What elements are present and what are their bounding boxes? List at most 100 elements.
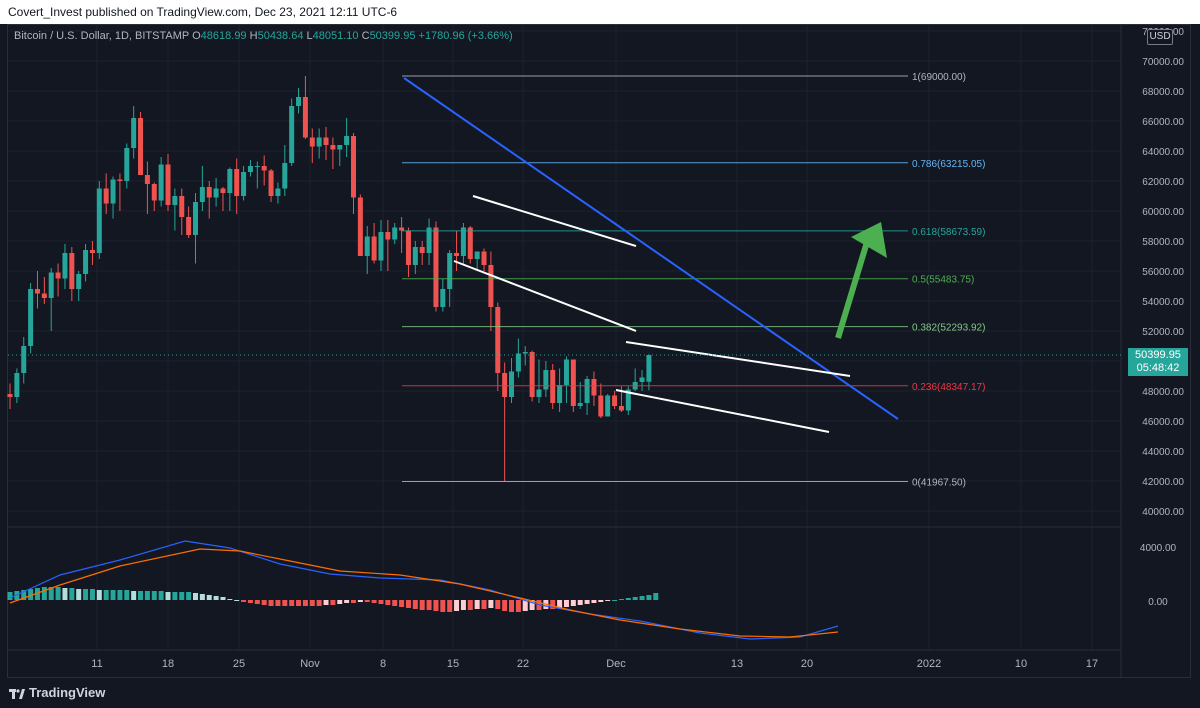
macd-histogram-bar (199, 594, 205, 600)
fib-level-label: 0(41967.50) (912, 477, 966, 488)
macd-histogram-bar (34, 588, 40, 600)
price-axis-label: 60000.00 (1142, 207, 1184, 218)
candle-body (392, 227, 398, 240)
macd-histogram-bar (426, 600, 432, 610)
candle (612, 391, 618, 409)
macd-histogram-bar (639, 596, 645, 600)
high-label: H (249, 30, 258, 42)
macd-histogram-bar (467, 600, 473, 610)
candle (7, 383, 13, 409)
candle-body (460, 227, 466, 256)
candle (584, 376, 590, 415)
candle-body (399, 227, 405, 231)
candle-body (502, 373, 508, 397)
macd-histogram-bar (563, 600, 569, 607)
close-label: C (361, 30, 370, 42)
candle-body (186, 217, 192, 235)
candle (405, 227, 411, 277)
candle (550, 364, 556, 409)
macd-histogram-bar (509, 600, 515, 612)
macd-histogram-bar (241, 600, 247, 602)
candle-body (55, 272, 61, 279)
macd-histogram-bar (433, 600, 439, 611)
time-axis-label: 18 (162, 658, 174, 670)
candle-body (509, 371, 515, 397)
macd-histogram-bar (289, 600, 295, 606)
candle-body (124, 148, 130, 181)
macd-histogram-bar (488, 600, 494, 608)
candle-body (7, 394, 13, 397)
candle-body (426, 227, 432, 253)
candle-body (41, 293, 47, 298)
candle (234, 158, 240, 214)
current-price-badge: 50399.95 05:48:42 (1128, 348, 1188, 376)
macd-histogram-bar (378, 600, 384, 604)
candle (351, 133, 356, 214)
candle-body (227, 169, 233, 193)
fib-level-label: 0.236(48347.17) (912, 382, 985, 393)
macd-histogram-bar (351, 600, 356, 603)
macd-histogram-bar (206, 595, 212, 600)
channel-upper-line (472, 195, 637, 247)
candle-body (536, 389, 542, 397)
macd-axis-label: 0.00 (1148, 597, 1168, 608)
macd-histogram-bar (515, 600, 521, 612)
macd-histogram-bar (103, 590, 109, 600)
candle-body (316, 137, 322, 147)
macd-histogram-bar (612, 600, 618, 601)
candle (495, 302, 501, 391)
candle-body (351, 136, 356, 198)
candle-body (474, 251, 480, 259)
candle (460, 223, 466, 265)
candle-body (103, 188, 109, 204)
macd-histogram-bar (172, 592, 178, 600)
candle-body (433, 227, 439, 307)
candle-body (14, 373, 20, 397)
price-axis-label: 56000.00 (1142, 267, 1184, 278)
candle (591, 371, 597, 406)
time-axis-label: 17 (1086, 658, 1098, 670)
candle (220, 187, 226, 211)
candle-body (76, 274, 82, 289)
candle (138, 112, 144, 175)
candle (48, 268, 54, 331)
tradingview-logo[interactable]: TradingView (9, 685, 105, 700)
candle-body (69, 253, 75, 289)
candle-body (165, 164, 171, 205)
macd-histogram-bar (557, 600, 563, 608)
macd-histogram-bar (234, 600, 240, 601)
candle (577, 382, 583, 409)
tradingview-icon (9, 688, 25, 699)
symbol-info-bar: Bitcoin / U.S. Dollar, 1D, BITSTAMP O486… (14, 30, 513, 42)
macd-histogram-bar (412, 600, 418, 609)
candle-body (296, 97, 302, 106)
candle-body (261, 166, 267, 171)
price-axis-label: 52000.00 (1142, 327, 1184, 338)
macd-histogram-bar (165, 592, 171, 600)
candle-body (323, 137, 329, 145)
macd-histogram-bar (21, 590, 27, 600)
candle (282, 145, 288, 196)
candle-body (557, 385, 563, 403)
candle (536, 359, 542, 403)
candle (625, 386, 631, 415)
candle (296, 88, 302, 114)
macd-histogram-bar (302, 600, 308, 606)
candle (213, 178, 219, 207)
time-axis-label: 8 (380, 658, 386, 670)
candle-body (138, 118, 144, 175)
candle-body (241, 172, 247, 196)
candle (474, 251, 480, 271)
macd-histogram-bar (502, 600, 508, 611)
candle-body (158, 164, 164, 201)
candle (110, 176, 116, 219)
macd-histogram-bar (529, 600, 535, 610)
candle-body (515, 353, 521, 372)
macd-histogram-bar (337, 600, 343, 604)
candle (639, 370, 645, 391)
macd-histogram-bar (584, 600, 590, 604)
macd-histogram-bar (261, 600, 267, 605)
macd-histogram-bar (323, 600, 329, 605)
currency-button[interactable]: USD (1147, 29, 1173, 45)
